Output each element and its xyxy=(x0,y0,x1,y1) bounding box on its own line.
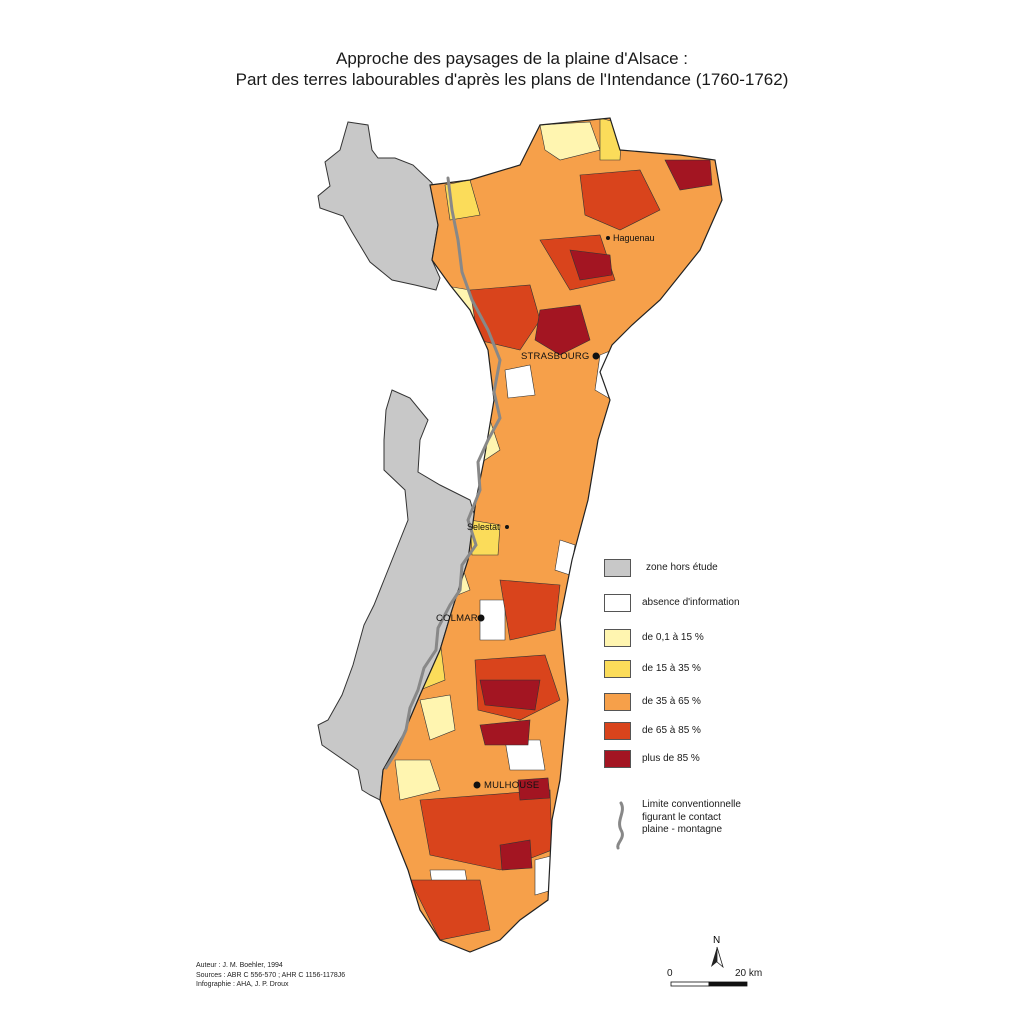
commune-patch xyxy=(479,719,531,746)
map-title-line-1: Approche des paysages de la plaine d'Als… xyxy=(336,49,688,68)
commune-patch xyxy=(394,759,441,801)
commune-patch xyxy=(539,121,601,161)
credit-infographie: Infographie : AHA, J. P. Droux xyxy=(196,981,289,988)
legend-label: plus de 85 % xyxy=(642,753,700,764)
scale-bar-segment-black xyxy=(708,981,748,987)
legend-label: de 0,1 à 15 % xyxy=(642,632,704,643)
commune-patch xyxy=(499,839,533,871)
commune-patch xyxy=(469,519,501,556)
town-dot xyxy=(505,525,509,529)
commune-patch xyxy=(664,159,713,191)
town-dot xyxy=(592,352,600,360)
legend-swatch xyxy=(604,722,631,740)
legend-swatch xyxy=(604,629,631,647)
commune-patch xyxy=(419,694,456,741)
town-label-selestat: Selestat xyxy=(467,522,500,532)
commune-patch xyxy=(534,304,591,356)
commune-patch xyxy=(517,777,551,801)
town-strasbourg: STRASBOURG xyxy=(521,351,600,362)
commune-patch xyxy=(534,854,556,896)
commune-patch xyxy=(479,599,506,641)
legend-limit-line-icon xyxy=(616,801,624,850)
scale-label-start: 0 xyxy=(667,968,673,979)
commune-patch xyxy=(599,118,623,161)
legend-limit-line-text-2: figurant le contact xyxy=(642,811,721,823)
town-label-mulhouse: MULHOUSE xyxy=(484,780,539,791)
north-arrow-icon xyxy=(711,946,724,969)
legend-label: de 65 à 85 % xyxy=(642,725,701,736)
legend-swatch xyxy=(604,693,631,711)
commune-patch xyxy=(499,579,561,641)
scale-bar-segment-white xyxy=(670,981,710,987)
commune-patch xyxy=(569,249,613,281)
commune-patch xyxy=(444,179,481,221)
credit-sources: Sources : ABR C 556-570 ; AHR C 1156-117… xyxy=(196,971,346,979)
scale-bar xyxy=(670,981,748,987)
north-label: N xyxy=(713,935,720,946)
legend-swatch xyxy=(604,559,631,577)
town-colmar: COLMAR xyxy=(436,613,485,624)
town-dot xyxy=(477,614,485,622)
commune-patch xyxy=(409,879,491,941)
town-label-haguenau: Haguenau xyxy=(613,233,655,243)
credit-author: Auteur : J. M. Boehler, 1994 xyxy=(196,962,283,969)
legend-swatch xyxy=(604,750,631,768)
town-haguenau: Haguenau xyxy=(606,233,655,243)
town-label-strasbourg: STRASBOURG xyxy=(521,351,590,362)
north-arrow-right xyxy=(716,946,724,969)
legend-limit-line-text-3: plaine - montagne xyxy=(642,824,723,835)
legend-limit-line-text-1: Limite conventionnelle xyxy=(642,799,741,810)
town-mulhouse: MULHOUSE xyxy=(473,780,539,791)
legend-label: de 35 à 65 % xyxy=(642,696,701,707)
town-dot xyxy=(473,781,481,789)
legend-limit-line-label: Limite conventionnelle figurant le conta… xyxy=(642,799,741,837)
town-label-colmar: COLMAR xyxy=(436,613,478,624)
legend-swatch xyxy=(604,660,631,678)
commune-patch xyxy=(579,169,661,231)
north-arrow-left xyxy=(711,947,717,967)
legend-swatch xyxy=(604,594,631,612)
map-credits: Auteur : J. M. Boehler, 1994 Sources : A… xyxy=(196,961,345,990)
map-title-line-2: Part des terres labourables d'après les … xyxy=(235,70,789,89)
commune-patch xyxy=(454,374,491,411)
zone-hors-etude-south xyxy=(317,389,477,801)
scale-label-end: 20 km xyxy=(735,968,763,979)
commune-patch xyxy=(479,679,541,711)
commune-patch xyxy=(504,364,536,399)
legend-label: de 15 à 35 % xyxy=(642,663,701,674)
legend-label: absence d'information xyxy=(642,597,740,608)
town-dot xyxy=(606,236,610,240)
legend-label: zone hors étude xyxy=(646,562,718,573)
zone-hors-etude-north xyxy=(317,121,441,291)
plaine-montagne-limit-line xyxy=(384,176,502,770)
town-selestat: Selestat xyxy=(467,522,509,532)
